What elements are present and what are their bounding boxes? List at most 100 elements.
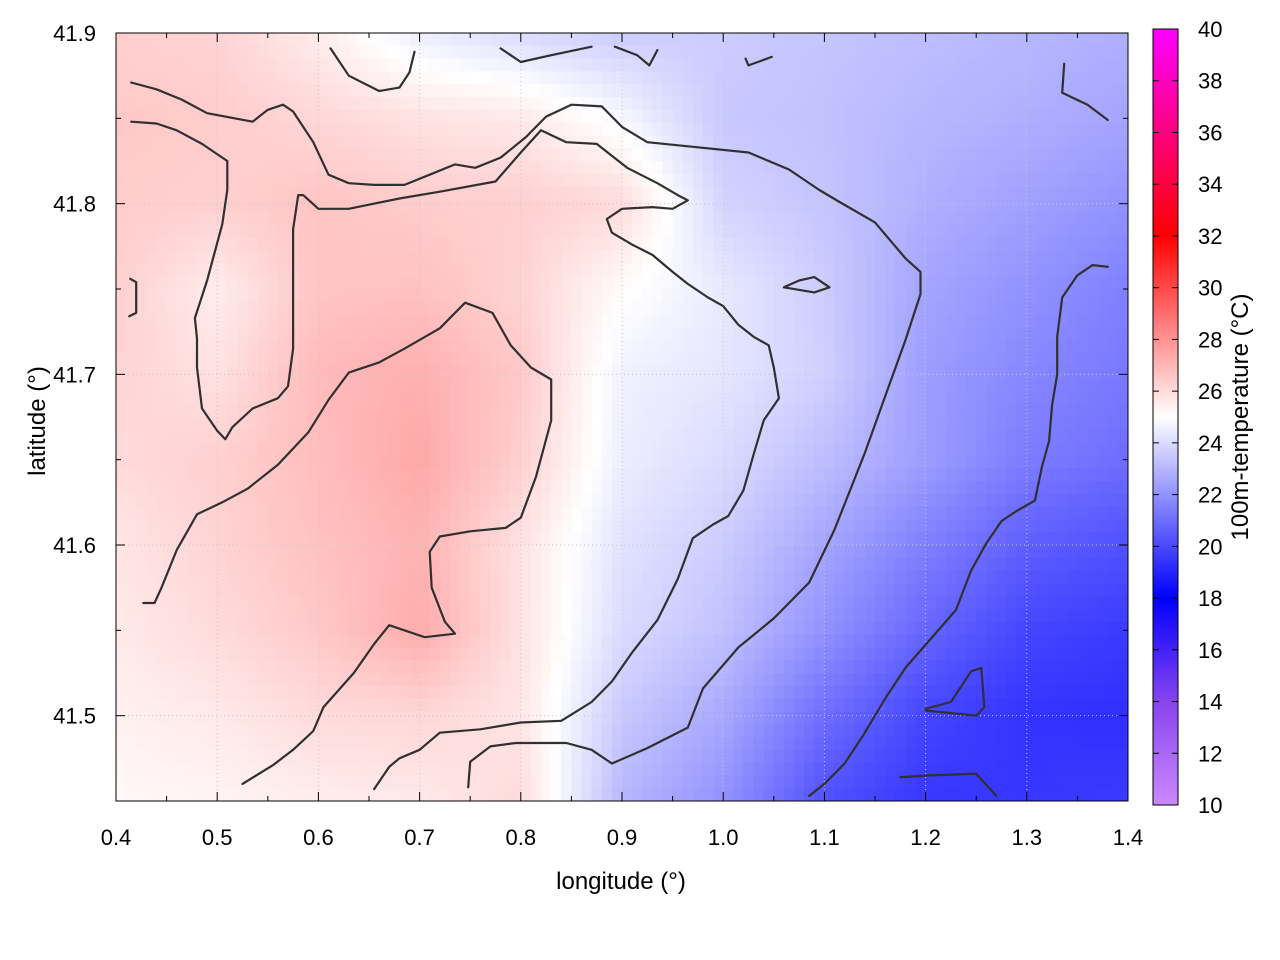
heat-cell bbox=[773, 314, 785, 328]
heat-cell bbox=[783, 109, 795, 124]
heat-cell bbox=[207, 634, 218, 648]
heat-cell bbox=[1067, 634, 1078, 648]
heat-cell bbox=[672, 161, 684, 175]
heat-cell bbox=[1006, 596, 1018, 610]
heat-cell bbox=[713, 353, 724, 367]
heat-cell bbox=[1026, 327, 1038, 341]
heat-cell bbox=[551, 237, 562, 252]
heat-cell bbox=[369, 570, 380, 584]
heat-cell bbox=[753, 276, 765, 290]
heat-cell bbox=[409, 340, 421, 354]
heat-cell bbox=[1107, 417, 1119, 431]
heat-cell bbox=[389, 621, 400, 636]
heat-cell bbox=[976, 199, 987, 213]
heat-cell bbox=[480, 301, 492, 316]
heat-cell bbox=[743, 391, 755, 405]
heat-cell bbox=[672, 263, 684, 277]
heat-cell bbox=[369, 583, 380, 597]
heat-cell bbox=[753, 289, 765, 303]
heat-cell bbox=[1047, 634, 1058, 648]
heat-cell bbox=[854, 583, 866, 597]
heat-cell bbox=[632, 468, 643, 482]
heat-cell bbox=[1107, 621, 1119, 636]
heat-cell bbox=[1067, 404, 1078, 418]
heat-cell bbox=[338, 199, 350, 213]
heat-cell bbox=[814, 493, 825, 508]
heat-cell bbox=[126, 237, 137, 252]
heat-cell bbox=[925, 327, 937, 341]
heat-cell bbox=[925, 417, 937, 431]
heat-cell bbox=[692, 237, 704, 252]
heat-cell bbox=[247, 199, 259, 213]
heat-cell bbox=[743, 199, 755, 213]
heat-cell bbox=[136, 276, 147, 290]
heat-cell bbox=[622, 429, 633, 444]
heat-cell bbox=[652, 353, 664, 367]
heat-cell bbox=[318, 442, 330, 456]
heat-cell bbox=[804, 340, 815, 354]
heat-cell bbox=[146, 71, 158, 85]
heat-cell bbox=[1057, 506, 1068, 520]
heat-cell bbox=[561, 506, 572, 520]
heat-cell bbox=[591, 532, 603, 546]
heat-cell bbox=[308, 634, 319, 648]
heat-cell bbox=[1026, 109, 1038, 124]
heat-cell bbox=[571, 250, 583, 264]
heat-cell bbox=[915, 212, 927, 226]
heat-cell bbox=[530, 161, 542, 175]
heat-cell bbox=[854, 596, 866, 610]
heat-cell bbox=[955, 545, 967, 559]
heat-cell bbox=[814, 609, 825, 623]
heat-cell bbox=[743, 634, 755, 648]
heat-cell bbox=[186, 583, 198, 597]
heat-cell bbox=[520, 365, 532, 380]
heat-cell bbox=[925, 545, 937, 559]
heat-cell bbox=[490, 276, 502, 290]
heat-cell bbox=[672, 33, 684, 47]
heat-cell bbox=[723, 327, 734, 341]
heat-cell bbox=[1057, 301, 1068, 316]
heat-cell bbox=[591, 455, 603, 469]
heat-cell bbox=[338, 135, 350, 149]
heat-cell bbox=[207, 429, 218, 444]
heat-cell bbox=[743, 596, 755, 610]
heat-cell bbox=[348, 237, 360, 252]
heat-cell bbox=[1067, 161, 1078, 175]
heat-cell bbox=[1006, 276, 1018, 290]
heat-cell bbox=[176, 186, 188, 200]
heat-cell bbox=[945, 161, 957, 175]
heat-cell bbox=[348, 455, 360, 469]
heat-cell bbox=[166, 660, 178, 674]
heat-cell bbox=[449, 391, 461, 405]
heat-cell bbox=[439, 225, 451, 239]
heat-cell bbox=[1047, 340, 1058, 354]
heat-cell bbox=[257, 301, 269, 316]
heat-cell bbox=[510, 84, 522, 98]
heat-cell bbox=[146, 609, 158, 623]
heat-cell bbox=[773, 429, 785, 444]
heat-cell bbox=[1047, 212, 1058, 226]
heat-cell bbox=[207, 122, 218, 136]
heat-cell bbox=[176, 84, 188, 98]
heat-cell bbox=[257, 570, 269, 584]
heat-cell bbox=[662, 263, 674, 277]
heat-cell bbox=[196, 327, 208, 341]
heat-cell bbox=[298, 481, 309, 495]
heat-cell bbox=[389, 404, 400, 418]
heat-cell bbox=[207, 378, 218, 392]
heat-cell bbox=[186, 135, 198, 149]
heat-cell bbox=[156, 532, 168, 546]
heat-cell bbox=[622, 468, 633, 482]
heat-cell bbox=[196, 417, 208, 431]
heat-cell bbox=[409, 621, 421, 636]
heat-cell bbox=[702, 276, 714, 290]
heat-cell bbox=[976, 173, 987, 188]
heat-cell bbox=[773, 340, 785, 354]
heat-cell bbox=[490, 289, 502, 303]
heat-cell bbox=[126, 647, 137, 661]
heat-cell bbox=[986, 33, 998, 47]
heat-cell bbox=[601, 506, 613, 520]
heat-cell bbox=[419, 545, 431, 559]
heat-cell bbox=[864, 84, 876, 98]
heat-cell bbox=[611, 301, 623, 316]
